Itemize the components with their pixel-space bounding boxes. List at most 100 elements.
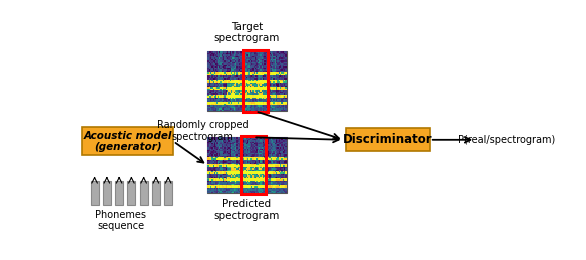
Bar <box>267 143 268 144</box>
Bar <box>222 188 223 189</box>
Bar <box>255 74 257 75</box>
Bar <box>214 158 216 160</box>
Bar <box>233 54 234 56</box>
Bar <box>250 174 251 175</box>
Bar <box>152 181 160 205</box>
Bar <box>248 81 250 83</box>
Bar <box>238 170 239 171</box>
Bar <box>265 171 267 172</box>
Bar <box>230 60 231 62</box>
Bar <box>256 171 258 172</box>
Bar <box>216 51 218 53</box>
Bar <box>236 87 238 89</box>
Bar <box>277 72 279 74</box>
Bar <box>258 86 259 87</box>
Bar <box>207 139 209 140</box>
Bar <box>259 147 260 148</box>
Bar <box>223 107 224 108</box>
Bar <box>235 56 237 57</box>
Bar <box>213 102 214 104</box>
Bar <box>270 179 271 181</box>
Bar <box>229 56 230 57</box>
Bar <box>258 104 259 105</box>
Bar <box>261 141 263 143</box>
Bar <box>285 92 287 93</box>
Bar <box>216 80 218 81</box>
Bar <box>252 102 254 104</box>
Bar <box>258 189 259 191</box>
Bar <box>258 107 259 108</box>
Bar <box>215 165 217 167</box>
Bar <box>239 186 241 188</box>
Bar <box>274 101 275 102</box>
Bar <box>267 59 268 60</box>
Bar <box>244 151 246 153</box>
Bar <box>270 139 271 140</box>
Bar <box>216 148 218 150</box>
Bar <box>222 71 223 72</box>
Bar <box>268 160 270 161</box>
Bar <box>260 78 262 80</box>
Bar <box>247 90 248 92</box>
Bar <box>216 60 218 62</box>
Bar <box>270 65 271 66</box>
Bar <box>255 177 257 178</box>
Bar <box>227 108 229 110</box>
Bar <box>223 69 224 71</box>
Bar <box>239 104 241 105</box>
Bar <box>261 62 263 63</box>
Bar <box>270 51 271 53</box>
Bar <box>213 170 214 171</box>
Bar <box>252 174 254 175</box>
Bar <box>239 66 241 68</box>
Bar <box>275 164 277 165</box>
Bar <box>211 185 213 186</box>
Bar <box>244 75 246 77</box>
Bar <box>256 92 258 93</box>
Bar <box>265 185 267 186</box>
Bar <box>209 78 210 80</box>
Bar <box>231 186 233 188</box>
Bar <box>244 158 246 160</box>
Bar <box>229 102 230 104</box>
Bar <box>279 98 280 99</box>
Bar <box>236 168 238 170</box>
Bar <box>213 78 214 80</box>
Bar <box>216 62 218 63</box>
Bar <box>224 56 226 57</box>
Bar <box>271 168 272 170</box>
Bar <box>219 150 221 151</box>
Bar <box>219 170 221 171</box>
Bar <box>224 104 226 105</box>
Bar <box>246 170 247 171</box>
Bar <box>254 60 255 62</box>
Bar <box>222 141 223 143</box>
Bar <box>270 77 271 78</box>
Bar <box>250 162 251 164</box>
Bar <box>267 184 268 185</box>
Bar <box>227 69 229 71</box>
Bar <box>211 99 213 101</box>
Bar <box>265 92 267 93</box>
Bar <box>236 90 238 92</box>
Bar <box>214 89 216 90</box>
Bar <box>247 184 248 185</box>
Bar <box>223 87 224 89</box>
Bar <box>214 160 216 161</box>
Bar <box>272 189 274 191</box>
Bar <box>248 178 250 179</box>
Bar <box>234 108 235 110</box>
Bar <box>280 57 282 59</box>
Bar <box>272 188 274 189</box>
Bar <box>227 65 229 66</box>
Bar <box>207 150 209 151</box>
Bar <box>261 69 263 71</box>
Bar <box>211 174 213 175</box>
Bar <box>214 164 216 165</box>
Bar <box>223 86 224 87</box>
Bar <box>239 160 241 161</box>
Bar <box>255 99 257 101</box>
Bar <box>268 181 270 182</box>
Bar <box>238 185 239 186</box>
Bar <box>275 83 277 84</box>
